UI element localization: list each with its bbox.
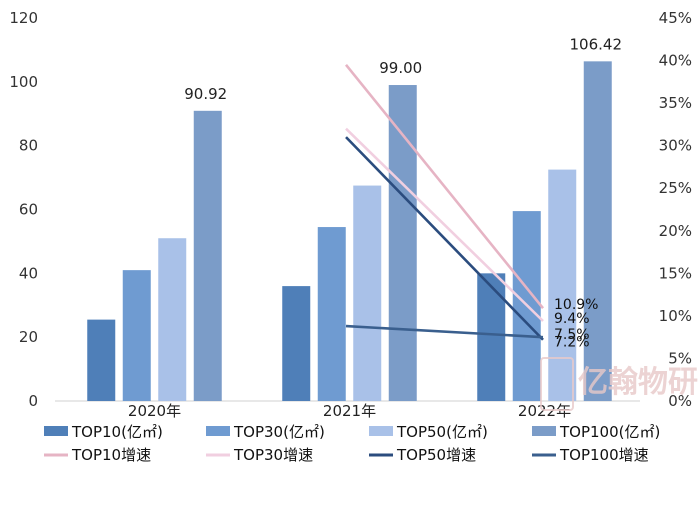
growth-data-label: 7.2% [554,335,590,351]
bar [317,227,346,401]
legend-swatch [369,426,393,436]
growth-data-label: 10.9% [554,297,598,313]
y-right-tick-label: 15% [659,264,692,282]
bar [353,185,382,401]
legend-label: TOP10(亿㎡) [71,423,163,441]
legend-label: TOP30增速 [233,446,313,464]
watermark: 亿翰物研 [540,357,698,411]
y-right-tick-label: 10% [659,307,692,325]
y-right-tick-label: 35% [659,94,692,112]
growth-line [345,127,544,322]
bar [158,238,187,401]
legend-swatch [206,426,230,436]
y-right-tick-label: 30% [659,137,692,155]
bar [548,169,577,401]
data-label-top100: 106.42 [570,35,623,53]
data-label-top100: 99.00 [379,59,422,77]
growth-line [345,136,544,341]
y-left-tick-label: 120 [9,9,38,27]
x-category-label: 2021年 [323,402,376,420]
y-left-tick-label: 80 [19,137,38,155]
growth-line [345,324,544,339]
growth-line [344,63,545,310]
x-category-label: 2020年 [128,402,181,420]
watermark-seal-icon [540,357,574,411]
y-right-tick-label: 40% [659,52,692,70]
y-right-tick-label: 25% [659,179,692,197]
y-right-tick-label: 45% [659,9,692,27]
y-left-tick-label: 40 [19,264,38,282]
y-right-tick-label: 5% [668,349,692,367]
bar [122,270,151,401]
y-left-tick-label: 60 [19,201,38,219]
bar [388,85,417,402]
bar [193,110,222,402]
legend-label: TOP100增速 [559,446,649,464]
y-right-tick-label: 0% [668,392,692,410]
y-left-tick-label: 20 [19,328,38,346]
data-labels: 90.92 99.00 106.42 10.9%9.4%7.5%7.2% [184,35,622,350]
growth-lines [344,63,545,341]
growth-data-label: 7.5% [554,327,590,343]
legend: TOP10(亿㎡) TOP30(亿㎡) TOP50(亿㎡) TOP100(亿㎡) TOP… [44,423,660,464]
bar [282,286,311,401]
legend-swatch [532,426,556,436]
y-left-tick-label: 100 [9,73,38,91]
legend-label: TOP10增速 [71,446,151,464]
bar [477,273,506,401]
watermark-text: 亿翰物研 [578,365,698,400]
axes: 0 20 40 60 80 100 120 0% 5% 10% 15% 20% 25% 30% 35% 40%… [9,9,692,420]
y-right-tick-label: 20% [659,222,692,240]
y-left-tick-label: 0 [28,392,38,410]
legend-label: TOP50增速 [396,446,476,464]
growth-data-label: 9.4% [554,311,590,327]
data-label-top100: 90.92 [184,85,227,103]
bars [87,61,612,402]
bar [583,61,612,401]
legend-swatch [44,426,68,436]
legend-label: TOP30(亿㎡) [233,423,325,441]
bar [87,319,116,401]
legend-label: TOP50(亿㎡) [396,423,488,441]
legend-label: TOP100(亿㎡) [559,423,660,441]
